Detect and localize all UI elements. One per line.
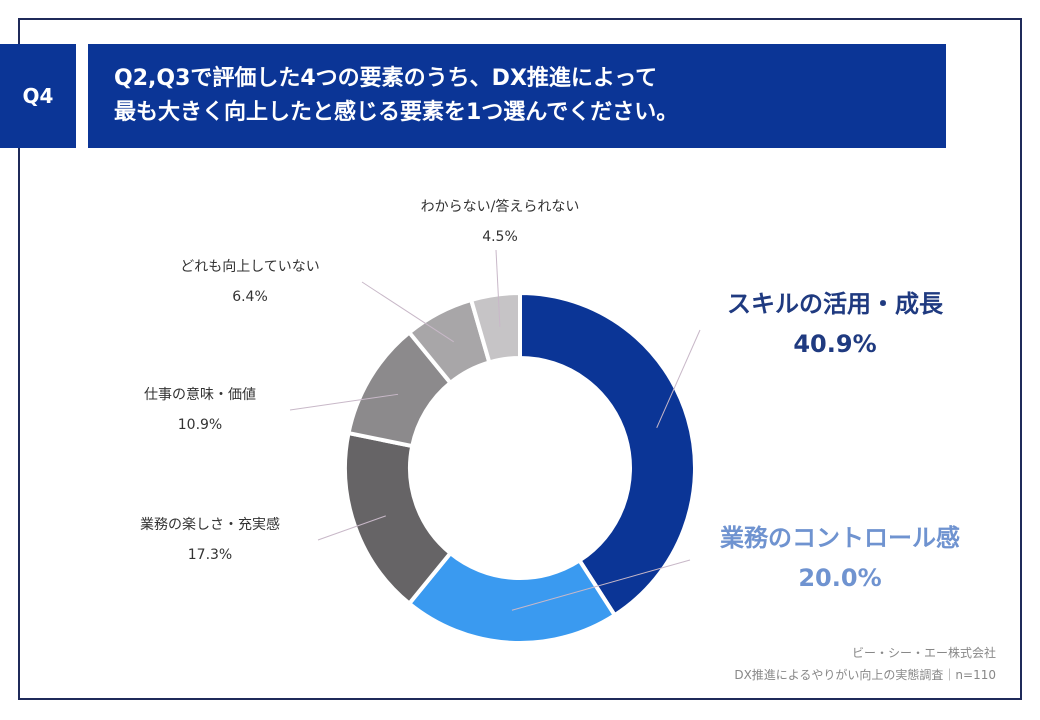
label-control: 業務のコントロール感 20.0%	[690, 518, 990, 598]
label-meaning: 仕事の意味・価値 10.9%	[100, 380, 300, 440]
slice-none-leader	[361, 281, 454, 343]
label-meaning-value: 10.9%	[177, 417, 223, 433]
question-badge: Q4	[0, 44, 76, 148]
label-none-value: 6.4%	[232, 289, 268, 305]
label-skill-name: スキルの活用・成長	[727, 290, 943, 318]
slice-meaning-leader	[289, 393, 399, 411]
label-unknown: わからない/答えられない 4.5%	[370, 192, 630, 252]
label-control-name: 業務のコントロール感	[720, 524, 960, 552]
source-survey: DX推進によるやりがい向上の実態調査｜n=110	[734, 668, 996, 682]
question-box: Q2,Q3で評価した4つの要素のうち、DX推進によって 最も大きく向上したと感じ…	[88, 44, 946, 148]
slice-unknown-leader	[495, 249, 501, 327]
label-enjoyment-value: 17.3%	[187, 547, 233, 563]
source-company: ビー・シー・エー株式会社	[851, 646, 996, 660]
slice-skill	[518, 290, 697, 618]
label-control-value: 20.0%	[798, 564, 882, 592]
slice-control-leader	[511, 559, 691, 611]
label-enjoyment-name: 業務の楽しさ・充実感	[140, 517, 280, 533]
label-none: どれも向上していない 6.4%	[140, 252, 360, 312]
label-none-name: どれも向上していない	[180, 259, 320, 275]
label-skill-value: 40.9%	[793, 330, 877, 358]
label-meaning-name: 仕事の意味・価値	[144, 387, 256, 403]
question-line-2: 最も大きく向上したと感じる要素を1つ選んでください。	[114, 100, 679, 125]
chart-frame	[18, 18, 1022, 700]
question-line-1: Q2,Q3で評価した4つの要素のうち、DX推進によって	[114, 66, 658, 91]
label-unknown-name: わからない/答えられない	[420, 199, 580, 215]
label-unknown-value: 4.5%	[482, 229, 518, 245]
slice-enjoyment-leader	[317, 515, 386, 541]
slice-unknown	[468, 290, 522, 365]
label-skill: スキルの活用・成長 40.9%	[700, 284, 970, 364]
slice-skill-leader	[656, 329, 701, 429]
source-note: ビー・シー・エー株式会社 DX推進によるやりがい向上の実態調査｜n=110	[734, 642, 996, 686]
label-enjoyment: 業務の楽しさ・充実感 17.3%	[100, 510, 320, 570]
